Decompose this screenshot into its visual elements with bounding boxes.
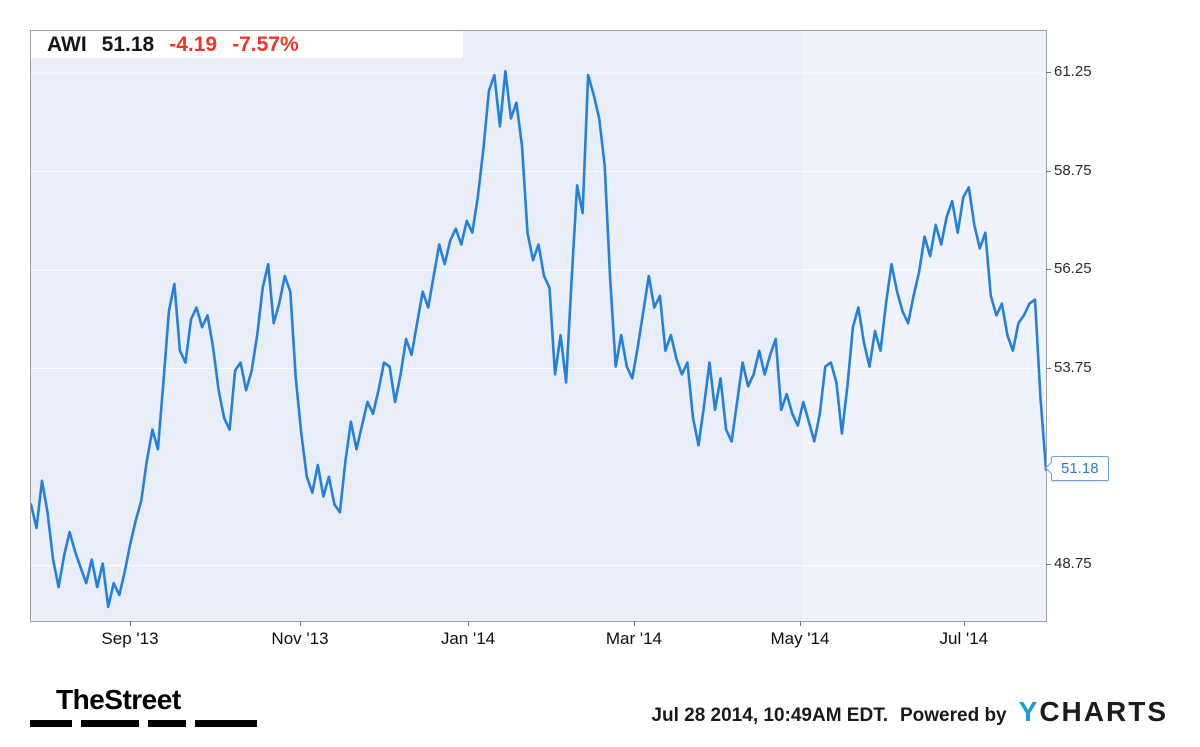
logo-bar [81, 720, 139, 727]
x-axis-label: Sep '13 [101, 629, 159, 648]
thestreet-logo: TheStreet [30, 684, 258, 727]
current-price-label: 51.18 [1061, 459, 1099, 477]
x-axis-tick [299, 621, 301, 626]
price-line [31, 69, 1046, 609]
price-change: -4.19 [169, 32, 218, 56]
y-axis-tick [1046, 564, 1051, 566]
quote-header: AWI 51.18 -4.19 -7.57% [31, 31, 463, 58]
ticker-symbol: AWI [47, 32, 87, 56]
price-change-percent: -7.57% [232, 32, 299, 56]
logo-bar [195, 720, 257, 727]
powered-by-label: Powered by [899, 705, 1007, 726]
y-axis-label: 56.25 [1054, 260, 1092, 278]
ycharts-logo-y: Y [1018, 696, 1040, 727]
y-axis-label: 48.75 [1054, 555, 1092, 573]
x-axis-label: Jul '14 [939, 629, 989, 648]
recent-period-shading [800, 31, 1046, 621]
thestreet-logo-bars [30, 720, 258, 727]
y-axis-tick [1046, 72, 1051, 74]
x-axis-label: Nov '13 [271, 629, 329, 648]
x-axis-tick [467, 621, 469, 626]
price-chart-plot-area: AWI 51.18 -4.19 -7.57% [30, 30, 1047, 622]
ycharts-logo-charts: CHARTS [1039, 696, 1168, 727]
chart-timestamp: Jul 28 2014, 10:49AM EDT. [651, 705, 888, 726]
logo-bar [30, 720, 72, 727]
y-axis-label: 61.25 [1054, 63, 1092, 81]
ycharts-logo: YCHARTS [1019, 696, 1168, 728]
y-axis-label: 58.75 [1054, 161, 1092, 179]
footer-attribution: Jul 28 2014, 10:49AM EDT. Powered by YCH… [651, 696, 1168, 728]
thestreet-logo-text: TheStreet [56, 684, 181, 715]
last-price: 51.18 [101, 32, 155, 56]
y-axis-tick [1046, 170, 1051, 172]
x-axis-tick [129, 621, 131, 626]
y-axis-tick [1046, 367, 1051, 369]
x-axis-tick [799, 621, 801, 626]
x-axis-tick [633, 621, 635, 626]
y-axis-label: 53.75 [1054, 358, 1092, 376]
price-line-chart [31, 31, 1046, 621]
x-axis-label: Jan '14 [440, 629, 496, 648]
x-axis-label: Mar '14 [605, 629, 662, 648]
current-price-callout: 51.18 [1051, 455, 1109, 481]
logo-bar [148, 720, 186, 727]
x-axis-label: May '14 [770, 629, 830, 648]
x-axis-tick [963, 621, 965, 626]
y-axis-tick [1046, 269, 1051, 271]
